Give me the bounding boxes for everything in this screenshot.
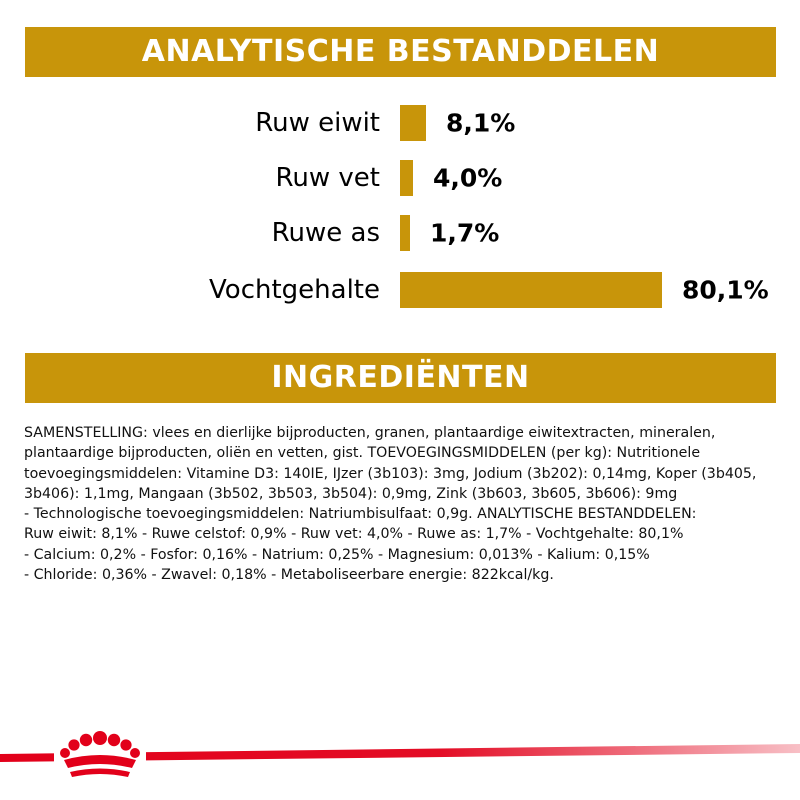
nutrient-value-label: 1,7% <box>430 218 500 248</box>
nutrient-row: Ruw eiwit 8,1% <box>0 105 800 141</box>
ingredients-line: 3b406): 1,1mg, Mangaan (3b502, 3b503, 3b… <box>24 485 678 502</box>
nutrient-label: Ruw eiwit <box>255 108 380 138</box>
royal-canin-crown-icon <box>54 731 146 780</box>
ingredients-line: - Calcium: 0,2% - Fosfor: 0,16% - Natriu… <box>24 546 650 563</box>
nutrient-bar <box>400 105 426 141</box>
ingredients-header: INGREDIËNTEN <box>25 353 776 403</box>
nutrient-row: Ruwe as 1,7% <box>0 215 800 251</box>
ingredients-line: plantaardige bijproducten, oliën en vett… <box>24 445 701 462</box>
ingredients-line: SAMENSTELLING: vlees en dierlijke bijpro… <box>24 425 716 441</box>
analysis-header: ANALYTISCHE BESTANDDELEN <box>25 27 776 77</box>
ingredients-line: toevoegingsmiddelen: Vitamine D3: 140IE,… <box>24 465 757 482</box>
nutrient-bar <box>400 272 662 308</box>
nutrient-value-label: 4,0% <box>433 163 503 193</box>
nutrient-row: Vochtgehalte 80,1% <box>0 272 800 308</box>
nutrient-label: Ruw vet <box>275 163 380 193</box>
ingredients-text: SAMENSTELLING: vlees en dierlijke bijpro… <box>24 423 764 585</box>
nutrient-row: Ruw vet 4,0% <box>0 160 800 196</box>
footer-stripe <box>0 744 800 762</box>
ingredients-line: - Chloride: 0,36% - Zwavel: 0,18% - Meta… <box>24 567 554 584</box>
nutrient-value-label: 8,1% <box>446 108 516 138</box>
ingredients-line: - Technologische toevoegingsmiddelen: Na… <box>24 506 697 523</box>
nutrient-label: Ruwe as <box>271 218 380 248</box>
ingredients-line: Ruw eiwit: 8,1% - Ruwe celstof: 0,9% - R… <box>24 526 684 543</box>
ingredients-title: INGREDIËNTEN <box>271 360 530 395</box>
nutrient-bar <box>400 160 413 196</box>
nutrient-value-label: 80,1% <box>682 275 769 305</box>
analysis-title: ANALYTISCHE BESTANDDELEN <box>141 34 660 69</box>
nutrient-bar <box>400 215 410 251</box>
nutrient-label: Vochtgehalte <box>209 275 380 305</box>
